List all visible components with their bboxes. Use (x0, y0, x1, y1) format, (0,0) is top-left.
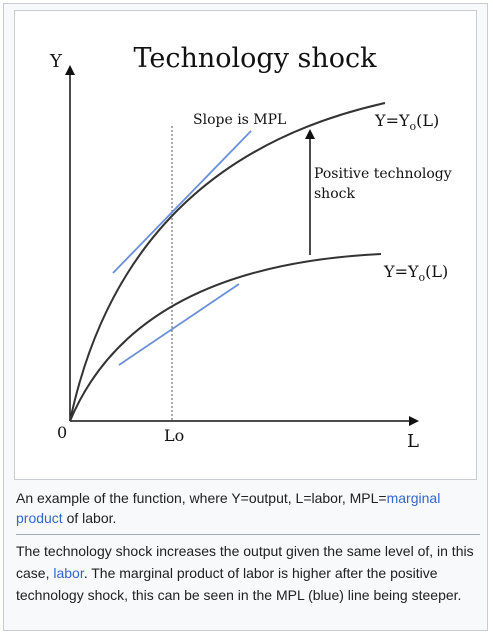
diagram-canvas: Technology shock Y L 0 Lo Slope is MPL P… (49, 43, 452, 452)
upper-curve-label: Y=Yo(L) (374, 111, 439, 133)
y-axis-label: Y (49, 51, 63, 72)
upper-production-curve (69, 102, 386, 422)
figure-thumbnail: Technology shock Y L 0 Lo Slope is MPL P… (3, 3, 488, 631)
figure-caption: An example of the function, where Y=outp… (16, 490, 441, 526)
lower-curve-label: Y=Yo(L) (383, 262, 448, 284)
origin-label: 0 (57, 423, 67, 442)
l0-label: Lo (164, 426, 184, 445)
shock-label-line1: Positive technology (314, 166, 452, 182)
figure-description: The technology shock increases the outpu… (16, 543, 474, 603)
marginal-product-link[interactable]: marginal product (16, 490, 441, 526)
x-axis-label: L (407, 431, 419, 452)
lower-production-curve (69, 253, 382, 422)
lower-mpl-tangent (118, 283, 240, 366)
labor-link[interactable]: labor (53, 565, 84, 581)
slope-label: Slope is MPL (193, 112, 286, 128)
technology-shock-diagram: Technology shock Y L 0 Lo Slope is MPL P… (14, 10, 477, 480)
shock-label-line2: shock (314, 186, 355, 202)
diagram-title: Technology shock (133, 43, 377, 74)
upper-mpl-tangent (112, 130, 252, 274)
caption-divider (16, 534, 480, 535)
